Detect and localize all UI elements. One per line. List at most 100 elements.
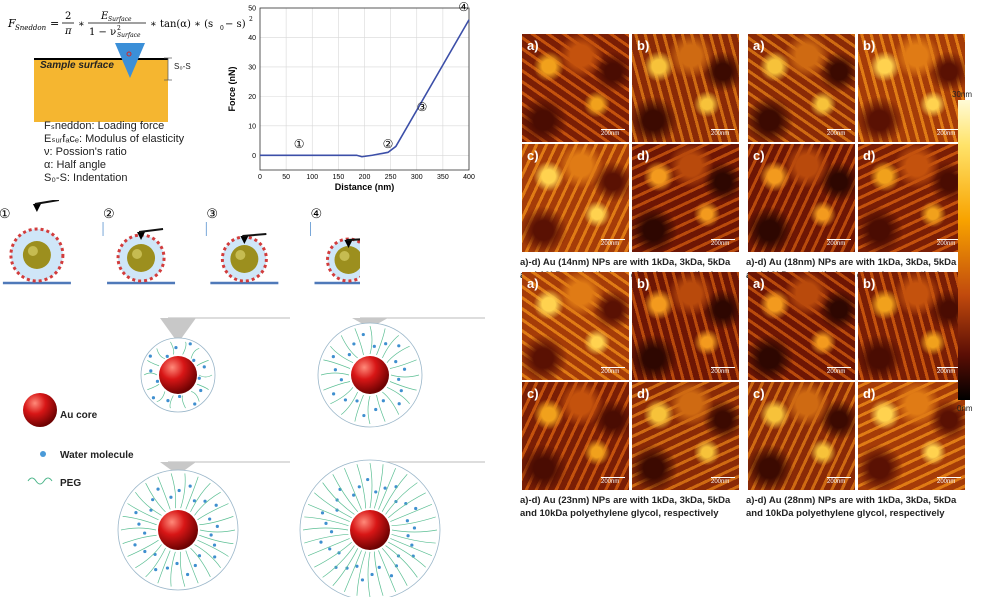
peg-chain [127,539,159,557]
peg-chain [145,482,166,513]
scale-bar-label: 200nm [711,239,735,247]
indentation-stages: ① ② ③ ④ [0,200,360,285]
tile-label: c) [753,386,765,401]
peg-chain [157,550,171,584]
peg-chain [127,503,159,521]
peg-chain [147,359,160,367]
tile-label: c) [527,148,539,163]
tile-label: c) [527,386,539,401]
peg-chain [196,383,209,391]
peg-chain [314,541,352,568]
legend-line: α: Half angle [44,159,107,171]
water-molecule-icon [389,574,394,578]
peg-chain [199,534,234,544]
au-core-icon [230,245,259,273]
x-axis-label: Distance (nm) [335,182,395,192]
peg-chain [381,474,408,512]
water-molecule-icon [372,344,376,348]
peg-chain [157,476,171,510]
legend-line: S₀-S: Indentation [44,172,128,184]
water-molecule-icon [362,413,366,418]
water-molecule-icon [394,564,399,568]
peg-chain [307,538,350,556]
scale-bar-label: 200nm [601,129,625,137]
x-tick-label: 0 [258,174,262,181]
x-tick-label: 250 [385,174,397,181]
au-core-label: Au core [60,410,98,421]
water-molecule-icon [175,561,179,566]
scale-bar-label: 200nm [711,367,735,375]
peg-chain [390,538,433,556]
water-molecule-icon [166,398,170,403]
peg-chain [135,544,162,569]
force-curve-line [260,19,470,158]
tile-label: a) [753,276,765,291]
scale-bar-label: 200nm [601,477,625,485]
water-molecule-icon [339,378,343,382]
au-core-icon [127,244,156,272]
afm-height-image: a) 200nm [522,272,629,380]
peg-chain [376,328,386,356]
y-tick-label: 30 [248,64,256,71]
peg-chain [180,473,186,509]
legend-line: ν: Possion's ratio [44,146,127,158]
peg-chain [390,374,420,378]
tile-label: d) [863,148,876,163]
peg-chain [190,482,211,513]
water-molecule-label: Water molecule [60,450,134,461]
afm-height-image: b) 200nm [632,34,739,142]
y-axis-label: Force (nN) [227,66,237,111]
water-molecule-icon [347,353,351,357]
depth-label: S₀-S [174,62,191,71]
afm-height-image: b) 200nm [858,272,965,380]
peg-chain [356,464,367,509]
water-molecule-icon [412,526,417,530]
scale-bar-label: 200nm [937,477,961,485]
peg-chain [199,529,236,533]
y-tick-label: 0 [252,153,256,160]
water-molecule-icon [384,342,388,346]
water-molecule-icon [374,407,378,412]
y-tick-label: 10 [248,123,256,130]
peg-chain [369,325,373,355]
peg-chain [323,359,351,369]
water-molecule-icon [406,534,410,538]
water-molecule-icon [156,487,160,491]
water-molecule-icon [134,511,138,515]
peg-chain [307,504,350,522]
afm-height-image: c) 200nm [522,382,629,490]
peg-chain [390,504,433,522]
peg-chain [156,348,166,359]
x-tick-label: 200 [359,174,371,181]
water-molecule-icon [133,543,137,547]
afm-caption-line: and 10kDa polyethylene glycol, respectiv… [746,508,945,519]
water-molecule-icon [405,519,409,523]
highlight [27,246,38,256]
water-molecule-icon [143,549,147,554]
afm-height-image: d) 200nm [632,382,739,490]
peg-chain [340,335,358,359]
water-molecule-icon [366,477,370,482]
water-molecule-icon [397,377,401,381]
svg-text:∗ tan(α) ∗ (s: ∗ tan(α) ∗ (s [150,19,213,30]
indenter-tip-icon [115,43,172,81]
water-molecule-icon [352,342,356,346]
scale-bar-label: 200nm [827,477,851,485]
sneddon-formula: F Sneddon = 2 π ∗ E Surface 1 − ν Surfac… [7,11,253,39]
water-molecule-icon [402,367,407,371]
stage-number: ① [0,206,11,221]
scale-bar-label: 200nm [937,239,961,247]
water-molecule-icon [197,376,201,380]
water-molecule-icon [343,398,348,402]
legend-line: Eₛᵤᵣfₐcₑ: Modulus of elasticity [44,133,185,145]
tile-label: c) [753,148,765,163]
peg-chain [199,516,234,526]
x-tick-label: 150 [333,174,345,181]
peg-chain [332,474,359,512]
cantilever-icon [34,200,60,205]
water-molecule-icon [320,511,325,515]
peg-chain [197,503,229,521]
tip-icon [344,240,353,248]
water-molecule-icon [370,572,374,577]
peg-chain [190,547,211,578]
